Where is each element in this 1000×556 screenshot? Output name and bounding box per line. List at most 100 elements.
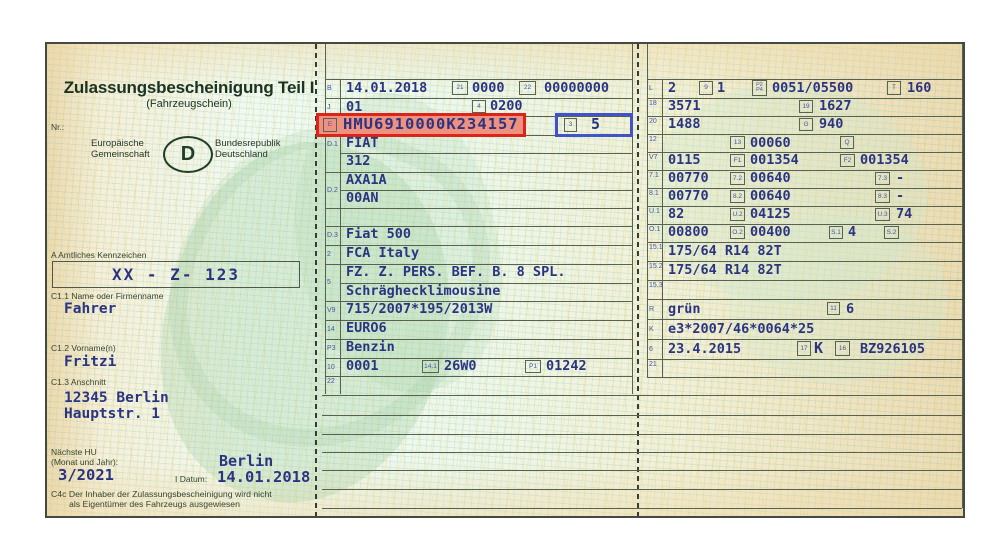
field-U2-label: U.2 (730, 208, 745, 221)
field-U2-value: 04125 (750, 206, 791, 222)
field-P2-P4-label: P2 P4 (752, 80, 767, 96)
field-G-value: 940 (819, 116, 844, 132)
field-P3-label: P3 (327, 345, 336, 352)
field-T-label: T (887, 81, 901, 95)
eu-community-label: Europäische Gemeinschaft (91, 138, 150, 160)
field-22-value: 00000000 (544, 80, 610, 96)
field-Q-label: Q (840, 136, 854, 149)
field-7-2-label: 7.2 (730, 172, 745, 185)
field-F1-label: F1 (730, 154, 745, 167)
field-E-label: E (323, 118, 337, 132)
field-16-value: BZ926105 (860, 341, 926, 357)
issue-date: 14.01.2018 (217, 468, 311, 486)
field-4-label: 4 (472, 100, 486, 113)
field-D3-label: D.3 (327, 232, 338, 239)
field-J-value: 01 (346, 99, 363, 115)
field-6-value: 23.4.2015 (668, 341, 742, 357)
field-20-value: 1488 (668, 116, 701, 132)
brd-label: Bundesrepublik Deutschland (215, 138, 281, 160)
field-11-value: 6 (846, 301, 855, 317)
field-P2-P4-value: 0051/05500 (772, 80, 854, 96)
field-7-1-value: 00770 (668, 170, 709, 186)
field-18-value: 3571 (668, 98, 701, 114)
field-5-label: 5 (327, 279, 331, 286)
field-10-label: 10 (327, 363, 335, 371)
field-V7-value: 0115 (668, 152, 701, 168)
nr-label: Nr.: (51, 122, 65, 132)
field-17-label: 17 (797, 341, 811, 356)
field-8-2-value: 00640 (750, 188, 791, 204)
issue-city: Berlin (219, 452, 274, 470)
field-8-2-label: 8.2 (730, 190, 745, 203)
field-4-value: 0200 (490, 98, 523, 114)
field-5-value: FZ. Z. PERS. BEF. B. 8 SPL. (346, 264, 566, 280)
c4c-note-line1: C4c Der Inhaber der Zulassungsbescheinig… (51, 489, 272, 499)
owner-name: Fahrer (64, 301, 117, 317)
field-14-1-value: 26W0 (444, 358, 477, 374)
perforation-dash-right (637, 44, 639, 516)
field-O2-label: O.2 (730, 226, 745, 239)
field-7-3-value: - (896, 170, 905, 186)
datum-label: I Datum: (175, 474, 208, 484)
field-S2-label: S.2 (884, 226, 899, 239)
field-12-label: 12 (649, 136, 657, 143)
field-9-label: 9 (699, 81, 713, 95)
field-2-label: 2 (327, 251, 331, 258)
field-V9-value: 715/2007*195/2013W (346, 301, 493, 317)
field-3-label: 3 (564, 118, 577, 132)
field-7-3-label: 7.3 (875, 172, 890, 185)
field-D3-value: Fiat 500 (346, 226, 412, 242)
field-10-value: 0001 (346, 358, 379, 374)
field-V9-label: V9 (327, 307, 336, 314)
vehicle-registration-document: Zulassungsbescheinigung Teil I (Fahrzeug… (45, 42, 965, 539)
field-7-2-value: 00640 (750, 170, 791, 186)
field-8-3-value: - (896, 188, 905, 204)
field-O1-value: 00800 (668, 224, 709, 240)
hu-label: Nächste HU (Monat und Jahr): (51, 447, 119, 467)
field-D1-value-line2: 312 (346, 153, 371, 169)
field-20-label: 20 (649, 118, 657, 125)
field-8-3-label: 8.3 (875, 190, 890, 203)
c4c-note-line2: als Eigentümer des Fahrzeugs ausgewiesen (69, 499, 240, 509)
field-2-value: FCA Italy (346, 245, 420, 261)
field-3-value: 5 (591, 115, 601, 133)
vin-highlight-box: E HMU6910000K234157 (316, 113, 526, 137)
field-15-1-label: 15.1 (649, 244, 663, 251)
field-13-label: 13 (730, 136, 745, 149)
field-K-value: e3*2007/46*0064*25 (668, 321, 815, 337)
field-U1-label: U.1 (649, 208, 660, 215)
field-22-label: 22 (519, 81, 536, 95)
field-13-value: 00060 (750, 135, 791, 151)
field-S1-value: 4 (848, 224, 857, 240)
field-O1-label: O.1 (649, 226, 661, 233)
field-J-label: J (327, 103, 331, 111)
field-P3-value: Benzin (346, 339, 395, 355)
field-K-label: K (649, 325, 654, 333)
document-title: Zulassungsbescheinigung Teil I (63, 78, 315, 97)
field-B-value: 14.01.2018 (346, 80, 428, 96)
license-plate-box: XX - Z- 123 (52, 261, 300, 288)
field-6-label: 6 (649, 345, 653, 353)
field-V7-label: V7 (649, 154, 658, 161)
field-11-label: 11 (827, 302, 840, 315)
c13-label: C1.3 Anschnitt (51, 377, 106, 387)
field-8-1-value: 00770 (668, 188, 709, 204)
document-subtitle: (Fahrzeugschein) (146, 98, 232, 110)
field-D2-label: D.2 (327, 186, 338, 194)
field-9-value: 1 (717, 80, 726, 96)
field-16-label: 16 (835, 341, 850, 356)
field-L-value: 2 (668, 80, 677, 96)
field-T-value: 160 (907, 80, 932, 96)
plate-label: A Amtliches Kennzeichen (51, 250, 147, 260)
field-E-vin-value: HMU6910000K234157 (343, 115, 519, 133)
field-S1-label: S.1 (829, 226, 843, 239)
field-P1-label: P1 (525, 360, 541, 373)
field-D2-value: AXA1A (346, 172, 387, 188)
owner-address-line2: Hauptstr. 1 (64, 406, 161, 422)
field-21-label: 21 (452, 81, 468, 95)
country-oval-d: D (163, 136, 213, 173)
owner-firstname: Fritzi (64, 354, 117, 370)
field-8-1-label: 8.1 (649, 190, 659, 197)
c11-label: C1.1 Name oder Firmenname (51, 291, 164, 301)
